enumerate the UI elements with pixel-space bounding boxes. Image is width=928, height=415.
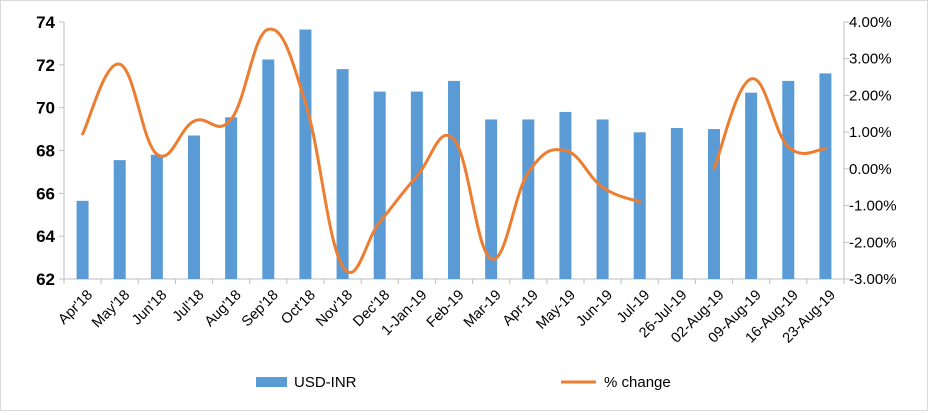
bar-usd-inr <box>522 119 535 279</box>
bar-usd-inr <box>596 119 609 279</box>
bar-usd-inr <box>373 91 386 280</box>
bar-usd-inr <box>485 119 498 279</box>
legend-swatch-usd-inr <box>256 377 287 387</box>
y-right-tick-label: -2.00% <box>849 234 897 251</box>
bar-usd-inr <box>745 92 758 279</box>
legend-label-percent-change: % change <box>604 374 671 391</box>
bar-usd-inr <box>448 80 460 279</box>
y-left-tick-label: 62 <box>36 270 55 289</box>
bar-usd-inr <box>262 59 275 279</box>
bar-usd-inr <box>670 128 683 279</box>
y-left-tick-label: 70 <box>36 99 55 118</box>
x-tick-label: Oct'18 <box>278 287 319 328</box>
legend-label-usd-inr: USD-INR <box>294 374 357 391</box>
x-tick-label: Aug'18 <box>202 287 245 330</box>
legend: USD-INR % change <box>256 374 671 391</box>
line-percent-change-segment <box>712 77 827 171</box>
bar-usd-inr <box>336 69 349 279</box>
bar-usd-inr <box>410 91 423 280</box>
y-right-tick-label: 0.00% <box>849 161 892 178</box>
y-right-tick-label: -1.00% <box>849 198 897 215</box>
bar-usd-inr <box>299 29 312 279</box>
x-tick-label: Nov'18 <box>313 287 356 330</box>
x-tick-label: May-19 <box>533 287 579 333</box>
x-tick-label: Jun'18 <box>129 287 170 328</box>
bar-usd-inr <box>113 160 126 279</box>
y-right-tick-label: 4.00% <box>849 14 892 31</box>
bar-usd-inr <box>188 135 200 279</box>
y-right-tick-label: 2.00% <box>849 87 892 104</box>
bar-usd-inr <box>150 154 163 279</box>
bar-usd-inr <box>76 200 89 279</box>
x-tick-label: Feb-19 <box>424 287 468 331</box>
y-left-tick-label: 68 <box>36 142 55 161</box>
x-tick-label: Sep'18 <box>239 287 282 330</box>
line-layer <box>81 27 827 274</box>
x-tick-label: Jun-19 <box>573 287 616 330</box>
x-tick-label: Mar-19 <box>461 287 505 331</box>
bar-usd-inr <box>708 129 720 279</box>
y-left-tick-label: 72 <box>36 56 55 75</box>
x-tick-label: May'18 <box>89 287 133 331</box>
line-percent-change-segment <box>81 27 642 274</box>
y-left-tick-label: 64 <box>36 227 55 246</box>
y-left-tick-label: 66 <box>36 184 55 203</box>
bar-usd-inr <box>225 117 238 279</box>
y-right-tick-label: 3.00% <box>849 51 892 68</box>
bar-usd-inr <box>782 80 795 279</box>
y-right-tick-label: 1.00% <box>849 124 892 141</box>
y-right-tick-label: -3.00% <box>849 271 897 288</box>
bar-usd-inr <box>819 73 832 280</box>
y-left-tick-label: 74 <box>36 13 55 32</box>
bar-usd-inr <box>633 132 646 279</box>
bar-usd-inr <box>559 111 572 279</box>
